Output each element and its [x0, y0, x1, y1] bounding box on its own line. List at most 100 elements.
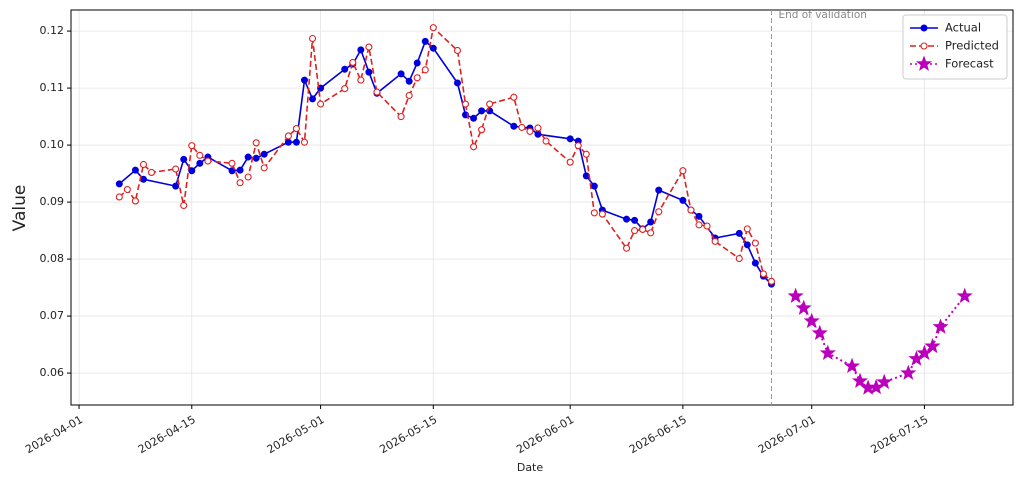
y-tick-label: 0.08 [40, 252, 65, 265]
point [357, 76, 365, 84]
point [292, 138, 300, 146]
point [590, 182, 598, 190]
point [115, 180, 123, 188]
point [196, 151, 204, 159]
point [582, 172, 590, 180]
point [470, 114, 478, 122]
point [956, 287, 973, 303]
point [429, 44, 437, 52]
point [876, 373, 893, 390]
point [655, 208, 663, 216]
legend-marker [920, 24, 928, 32]
point [421, 37, 429, 45]
point [703, 222, 711, 230]
point [900, 364, 917, 380]
point [534, 124, 542, 132]
y-tick-label: 0.06 [40, 366, 65, 379]
x-tick-label: 2026-07-15 [869, 413, 931, 456]
point [139, 160, 148, 169]
point [196, 159, 204, 167]
point [188, 142, 196, 150]
plot-frame [70, 9, 1014, 406]
point [349, 58, 357, 66]
point [751, 259, 759, 267]
point [461, 100, 470, 108]
point [639, 225, 647, 233]
point [188, 167, 196, 175]
point [751, 239, 759, 247]
point [365, 68, 373, 76]
point [292, 125, 300, 133]
point [397, 113, 405, 121]
point [574, 142, 582, 150]
point [341, 65, 349, 73]
point [244, 173, 252, 181]
point [405, 77, 413, 85]
x-tick-label: 2026-05-01 [265, 413, 327, 456]
series-line [118, 39, 773, 285]
point [244, 153, 252, 161]
point [147, 168, 156, 176]
point [309, 95, 317, 103]
point [679, 167, 687, 175]
point [308, 34, 317, 43]
point [526, 127, 534, 135]
point [172, 165, 180, 173]
point [180, 201, 188, 210]
point [743, 225, 751, 233]
point [236, 166, 244, 174]
point [236, 179, 244, 187]
point [852, 372, 869, 388]
y-tick-label: 0.07 [40, 309, 65, 322]
point [759, 270, 767, 278]
point [631, 216, 639, 224]
x-tick-label: 2026-06-01 [514, 413, 576, 456]
point [453, 79, 461, 87]
point [365, 43, 373, 51]
point [655, 186, 663, 194]
point [795, 299, 812, 315]
point [413, 59, 421, 67]
y-tick-label: 0.11 [40, 81, 65, 94]
point [542, 137, 550, 145]
point [647, 229, 655, 237]
point [566, 158, 574, 166]
point [228, 159, 236, 167]
point [413, 74, 421, 82]
point [679, 196, 687, 204]
point [373, 88, 381, 96]
point [843, 357, 860, 374]
point [478, 107, 486, 115]
point [204, 157, 212, 165]
point [767, 277, 776, 285]
x-tick-label: 2026-04-15 [136, 413, 198, 456]
point [510, 93, 518, 101]
point [647, 218, 655, 226]
point [115, 193, 123, 201]
y-tick-label: 0.12 [40, 24, 65, 37]
point [787, 287, 804, 303]
point [421, 66, 429, 74]
point [453, 46, 462, 55]
point [687, 206, 695, 214]
point [228, 167, 236, 175]
legend-marker [920, 42, 928, 50]
point [803, 312, 820, 329]
point [623, 215, 631, 223]
x-tick-label: 2026-05-15 [377, 413, 439, 456]
point [252, 154, 260, 162]
point [357, 46, 365, 54]
point [341, 85, 349, 93]
y-tick-label: 0.09 [40, 195, 65, 208]
point [924, 337, 941, 354]
point [622, 244, 631, 252]
point [405, 91, 413, 100]
point [123, 185, 131, 194]
point [486, 100, 494, 108]
point [180, 155, 188, 163]
point [300, 76, 308, 84]
validation-label: End of validation [778, 9, 866, 21]
point [510, 122, 518, 130]
point [819, 344, 836, 360]
